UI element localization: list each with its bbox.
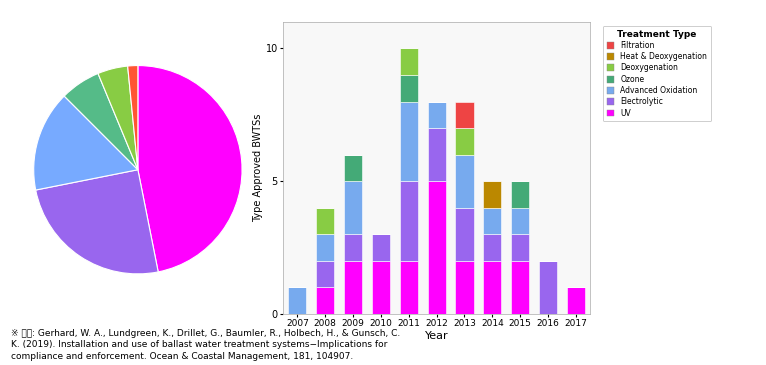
Bar [400, 261, 417, 314]
Bar [400, 181, 417, 261]
Bar [316, 234, 334, 261]
Bar [427, 128, 446, 181]
Bar [456, 155, 473, 208]
Bar [400, 49, 417, 75]
Text: 1: 1 [124, 49, 133, 62]
Bar [316, 287, 334, 314]
Wedge shape [36, 170, 159, 274]
Bar [344, 181, 362, 234]
Bar [344, 261, 362, 314]
Legend: Filtration, Heat & Deoxygenation, Deoxygenation, Ozone, Advanced Oxidation, Elec: Filtration, Heat & Deoxygenation, Deoxyg… [603, 26, 711, 122]
Bar [427, 101, 446, 128]
Bar [400, 101, 417, 181]
Bar [456, 128, 473, 155]
Wedge shape [34, 96, 138, 190]
Bar [372, 261, 390, 314]
Bar [511, 234, 529, 261]
Bar [372, 234, 390, 261]
Text: K. (2019). Installation and use of ballast water treatment systems−Implications : K. (2019). Installation and use of balla… [11, 340, 388, 349]
Bar [483, 234, 502, 261]
Wedge shape [128, 66, 138, 170]
Bar [456, 101, 473, 128]
Bar [511, 181, 529, 208]
Text: ※ 자료: Gerhard, W. A., Lundgreen, K., Drillet, G., Baumler, R., Holbech, H., & Gu: ※ 자료: Gerhard, W. A., Lundgreen, K., Dri… [11, 328, 401, 338]
Text: compliance and enforcement. Ocean & Coastal Management, 181, 104907.: compliance and enforcement. Ocean & Coas… [11, 352, 354, 361]
Bar [511, 261, 529, 314]
Y-axis label: Type Approved BWTSs: Type Approved BWTSs [253, 114, 263, 222]
Text: 30: 30 [252, 152, 268, 165]
Bar [400, 75, 417, 101]
Bar [483, 261, 502, 314]
Bar [288, 287, 306, 314]
Bar [316, 261, 334, 287]
Text: 16: 16 [58, 258, 74, 272]
Text: 3: 3 [102, 52, 110, 65]
Wedge shape [98, 66, 138, 170]
X-axis label: Year: Year [425, 331, 448, 341]
Bar [344, 234, 362, 261]
Bar [456, 208, 473, 261]
Wedge shape [138, 66, 242, 272]
Bar [483, 181, 502, 208]
Bar [316, 208, 334, 234]
Bar [344, 155, 362, 181]
Bar [427, 181, 446, 314]
Bar [567, 287, 585, 314]
Text: 10: 10 [12, 130, 28, 143]
Bar [483, 208, 502, 234]
Wedge shape [64, 73, 138, 170]
Bar [539, 261, 557, 314]
Text: 4: 4 [66, 68, 74, 81]
Bar [456, 261, 473, 314]
Bar [511, 208, 529, 234]
